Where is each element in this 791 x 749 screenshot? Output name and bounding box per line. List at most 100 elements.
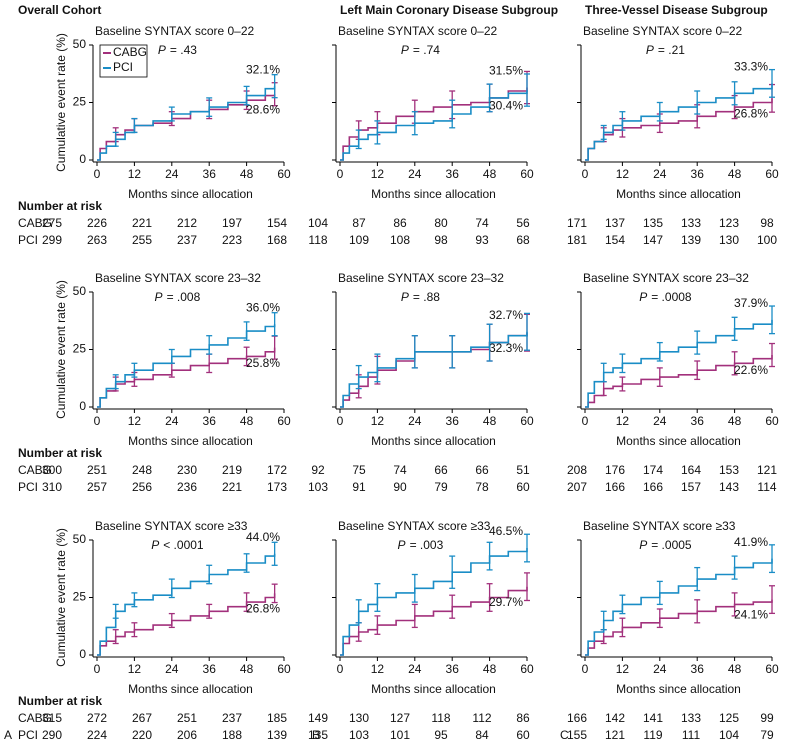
p-symbol: P: [639, 290, 647, 304]
risk-value: 153: [719, 463, 739, 477]
risk-value: 91: [352, 480, 366, 494]
risk-title: Number at risk: [18, 199, 102, 213]
risk-value: 125: [719, 711, 739, 725]
x-tick-label: 0: [582, 662, 589, 676]
y-axis-label: Cumulative event rate (%): [54, 528, 68, 667]
x-tick-label: 12: [616, 662, 630, 676]
error-bar: [449, 555, 456, 589]
end-label: 44.0%: [246, 530, 280, 544]
x-tick-label: 60: [765, 414, 779, 428]
risk-value: 221: [132, 216, 152, 230]
error-bar: [731, 555, 738, 580]
risk-value: 174: [643, 463, 663, 477]
risk-value: 123: [719, 216, 739, 230]
panel-letter: B: [312, 728, 320, 742]
end-label: 32.3%: [489, 341, 523, 355]
x-tick-label: 24: [653, 167, 667, 181]
p-text: = .74: [413, 43, 440, 57]
error-bar: [619, 376, 626, 392]
x-axis-label: Months since allocation: [371, 682, 496, 696]
risk-value: 223: [222, 233, 242, 247]
risk-value: 173: [267, 480, 287, 494]
error-bar: [168, 612, 175, 629]
error-bar: [656, 367, 663, 387]
error-bar: [271, 583, 278, 604]
p-value: P = .21: [646, 43, 685, 57]
risk-value: 171: [567, 216, 587, 230]
risk-row-label: PCI: [18, 233, 38, 247]
x-tick-label: 0: [94, 167, 101, 181]
error-bar: [449, 335, 456, 369]
x-tick-label: 12: [128, 167, 142, 181]
risk-value: 135: [643, 216, 663, 230]
x-tick-label: 12: [616, 167, 630, 181]
risk-value: 143: [719, 480, 739, 494]
error-bar: [731, 81, 738, 106]
risk-value: 230: [177, 463, 197, 477]
error-bar: [619, 594, 626, 615]
risk-value: 155: [567, 728, 587, 742]
error-bar: [374, 120, 381, 145]
risk-value: 133: [681, 711, 701, 725]
risk-value: 80: [434, 216, 448, 230]
x-tick-label: 60: [520, 414, 534, 428]
end-label: 26.8%: [734, 107, 768, 121]
risk-value: 103: [349, 728, 369, 742]
risk-value: 130: [719, 233, 739, 247]
error-bar: [694, 360, 701, 381]
error-bar: [449, 594, 456, 619]
x-tick-label: 0: [582, 414, 589, 428]
risk-value: 310: [42, 480, 62, 494]
p-value: P = .0008: [639, 290, 692, 304]
column-title: Overall Cohort: [18, 3, 101, 17]
p-text: = .0005: [651, 538, 692, 552]
risk-value: 86: [393, 216, 407, 230]
x-axis-label: Months since allocation: [616, 682, 741, 696]
risk-value: 84: [475, 728, 489, 742]
error-bar: [619, 617, 626, 638]
risk-row-label: PCI: [18, 728, 38, 742]
x-axis-label: Months since allocation: [616, 187, 741, 201]
x-axis-label: Months since allocation: [128, 187, 253, 201]
risk-value: 300: [42, 463, 62, 477]
error-bar: [411, 335, 418, 369]
x-tick-label: 48: [728, 662, 742, 676]
column-title: Three-Vessel Disease Subgroup: [585, 3, 768, 17]
error-bar: [206, 97, 213, 117]
error-bar: [374, 615, 381, 635]
risk-value: 272: [87, 711, 107, 725]
chart-title: Baseline SYNTAX score 0–22: [338, 24, 498, 38]
end-label: 28.6%: [246, 102, 280, 116]
x-tick-label: 36: [203, 414, 217, 428]
y-tick-label: 50: [73, 37, 87, 51]
error-bar: [694, 90, 701, 115]
x-tick-label: 60: [765, 662, 779, 676]
x-tick-label: 12: [128, 662, 142, 676]
risk-value: 221: [222, 480, 242, 494]
error-bar: [131, 362, 138, 378]
x-tick-label: 36: [446, 167, 460, 181]
risk-value: 257: [87, 480, 107, 494]
column-title: Left Main Coronary Disease Subgroup: [340, 3, 558, 17]
end-label: 46.5%: [489, 524, 523, 538]
p-text: < .0001: [163, 538, 204, 552]
error-bar: [486, 83, 493, 113]
error-bar: [411, 603, 418, 629]
x-tick-label: 60: [765, 167, 779, 181]
error-bar: [656, 341, 663, 362]
p-text: = .21: [658, 43, 685, 57]
x-axis-label: Months since allocation: [371, 434, 496, 448]
chart-title: Baseline SYNTAX score 23–32: [338, 271, 504, 285]
risk-value: 56: [516, 216, 530, 230]
error-bar: [206, 603, 213, 619]
panel-letter: C: [560, 728, 569, 742]
risk-value: 121: [757, 463, 777, 477]
risk-value: 137: [605, 216, 625, 230]
risk-value: 93: [475, 233, 489, 247]
x-tick-label: 36: [691, 662, 705, 676]
chart-title: Baseline SYNTAX score ≥33: [95, 519, 248, 533]
y-tick-label: 50: [73, 532, 87, 546]
x-tick-label: 48: [728, 167, 742, 181]
p-value: P = .43: [158, 43, 197, 57]
p-symbol: P: [401, 43, 409, 57]
